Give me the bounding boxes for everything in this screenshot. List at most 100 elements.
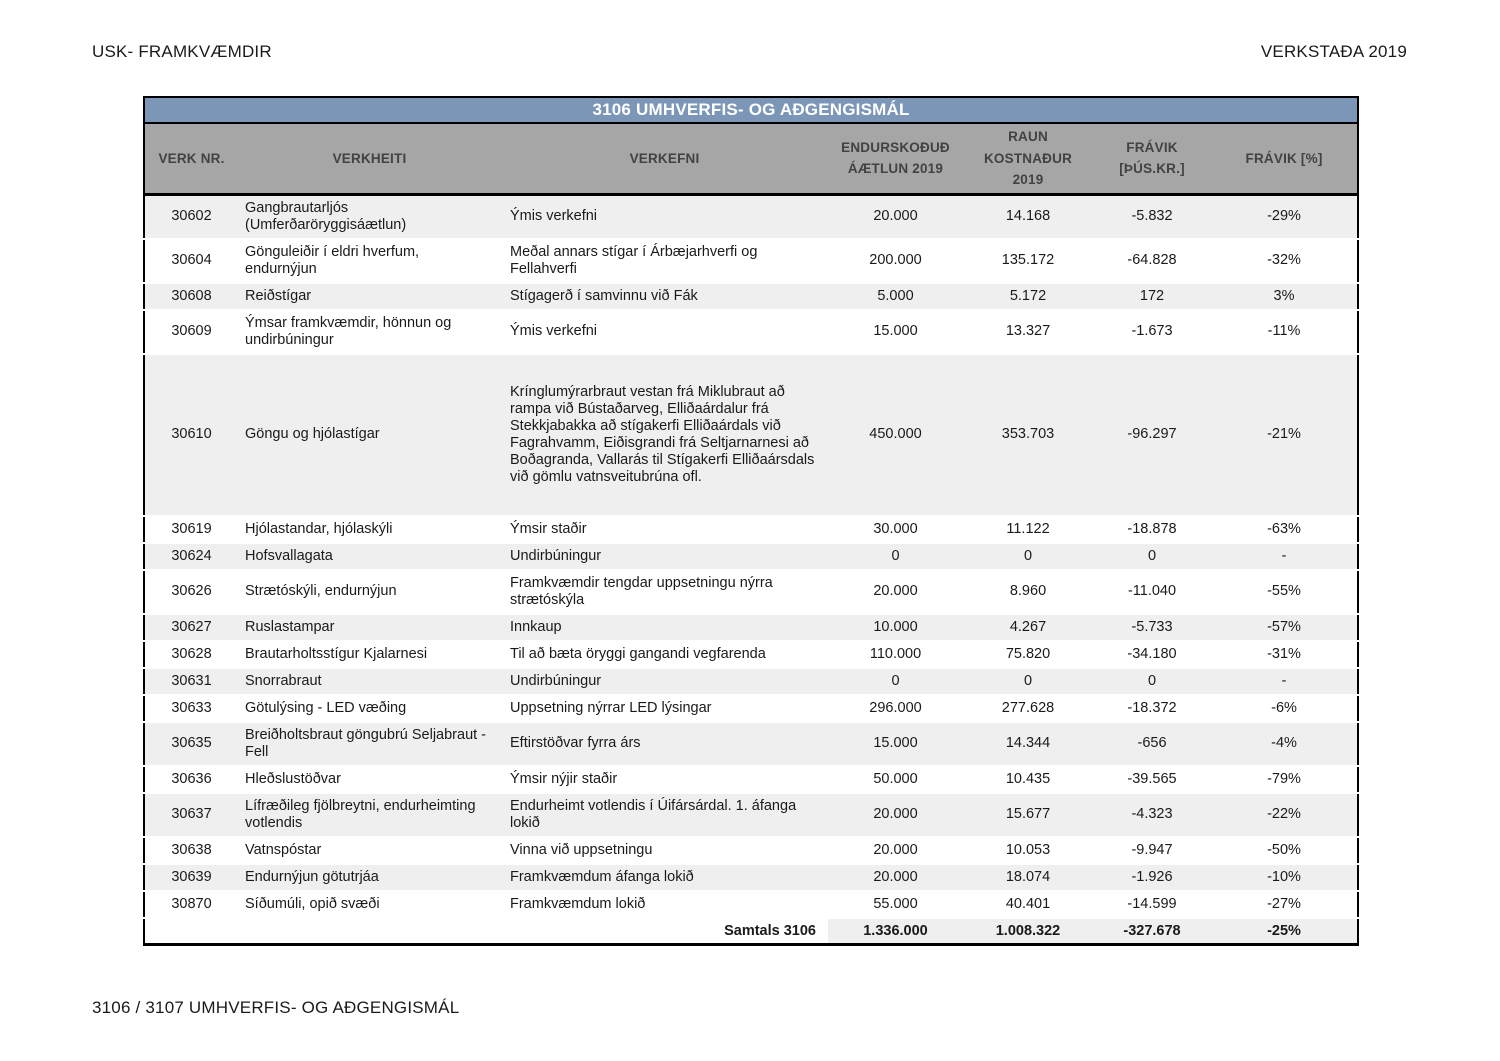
cell-verk-nr: 30626: [144, 569, 238, 615]
col-header-verkheiti: VERKHEITI: [238, 123, 501, 196]
cell-verk-nr: 30635: [144, 721, 238, 767]
table-row: 30635 Breiðholtsbraut göngubrú Seljabraut…: [144, 721, 1359, 767]
col-header-verk-nr: VERK NR.: [144, 123, 238, 196]
cell-aetlun: 55.000: [828, 890, 963, 919]
cell-raun-kostnadur: 0: [963, 667, 1093, 696]
cell-verkheiti: Gangbrautarljós (Umferðaröryggisáætlun): [238, 194, 501, 240]
cell-fravik-kr: -39.565: [1093, 765, 1211, 794]
cell-fravik-pct: -79%: [1211, 765, 1359, 794]
cell-verkheiti: Vatnspóstar: [238, 836, 501, 865]
table-title-row: 3106 UMHVERFIS- OG AÐGENGISMÁL: [144, 97, 1359, 124]
cell-verkheiti: Brautarholtsstígur Kjalarnesi: [238, 640, 501, 669]
cell-fravik-pct: -57%: [1211, 613, 1359, 642]
col-header-verkefni: VERKEFNI: [501, 123, 828, 196]
cell-verkefni: Framkvæmdum lokið: [501, 890, 828, 919]
cell-verk-nr: 30610: [144, 353, 238, 517]
cell-fravik-pct: 3%: [1211, 282, 1359, 311]
cell-verkheiti: Hofsvallagata: [238, 542, 501, 571]
cell-fravik-pct: -50%: [1211, 836, 1359, 865]
cell-raun-kostnadur: 353.703: [963, 353, 1093, 517]
cell-aetlun: 20.000: [828, 194, 963, 240]
cell-raun-kostnadur: 13.327: [963, 309, 1093, 355]
cell-fravik-kr: -18.372: [1093, 694, 1211, 723]
col-header-fravik-pct: FRÁVIK [%]: [1211, 123, 1359, 196]
cell-fravik-kr: -5.733: [1093, 613, 1211, 642]
cell-fravik-pct: -: [1211, 667, 1359, 696]
cell-verk-nr: 30639: [144, 863, 238, 892]
cell-verkefni: Undirbúningur: [501, 542, 828, 571]
cell-fravik-pct: -63%: [1211, 515, 1359, 544]
column-header-row: VERK NR. VERKHEITI VERKEFNI ENDURSKOÐUÐ …: [144, 123, 1359, 196]
cell-raun-kostnadur: 135.172: [963, 238, 1093, 284]
cell-verkefni: Stígagerð í samvinnu við Fák: [501, 282, 828, 311]
table-row: 30638 Vatnspóstar Vinna við uppsetningu 20.…: [144, 836, 1359, 865]
table-row: 30624 Hofsvallagata Undirbúningur 0 0 0-: [144, 542, 1359, 571]
cell-verkefni: Vinna við uppsetningu: [501, 836, 828, 865]
cell-verkheiti: Gönguleiðir í eldri hverfum, endurnýjun: [238, 238, 501, 284]
totals-fravik-kr: -327.678: [1093, 916, 1211, 945]
cell-verk-nr: 30609: [144, 309, 238, 355]
table-row: 30627 Ruslastampar Innkaup 10.000 4.267 -5.73…: [144, 613, 1359, 642]
cell-verkheiti: Reiðstígar: [238, 282, 501, 311]
cell-aetlun: 20.000: [828, 792, 963, 838]
table-row: 30609 Ýmsar framkvæmdir, hönnun og undirb…: [144, 309, 1359, 355]
cell-verkefni: Undirbúningur: [501, 667, 828, 696]
cell-verkefni: Til að bæta öryggi gangandi vegfarenda: [501, 640, 828, 669]
cell-fravik-pct: -11%: [1211, 309, 1359, 355]
cell-verkheiti: Síðumúli, opið svæði: [238, 890, 501, 919]
cell-fravik-kr: -64.828: [1093, 238, 1211, 284]
cell-raun-kostnadur: 15.677: [963, 792, 1093, 838]
cell-fravik-kr: 172: [1093, 282, 1211, 311]
col-header-aetlun: ENDURSKOÐUÐ ÁÆTLUN 2019: [828, 123, 963, 196]
cell-fravik-pct: -21%: [1211, 353, 1359, 517]
cell-fravik-kr: 0: [1093, 667, 1211, 696]
cell-raun-kostnadur: 10.435: [963, 765, 1093, 794]
cell-verkheiti: Endurnýjun götutrjáa: [238, 863, 501, 892]
totals-raun-kostnadur: 1.008.322: [963, 916, 1093, 945]
table-row: 30637 Lífræðileg fjölbreytni, endurheimti…: [144, 792, 1359, 838]
cell-verkheiti: Snorrabraut: [238, 667, 501, 696]
cell-verkefni: Ýmsir staðir: [501, 515, 828, 544]
table-body: 30602 Gangbrautarljós (Umferðaröryggisáæt…: [144, 194, 1359, 919]
cell-verkefni: Ýmsir nýjir staðir: [501, 765, 828, 794]
cell-verk-nr: 30627: [144, 613, 238, 642]
cell-verkheiti: Ýmsar framkvæmdir, hönnun og undirbúning…: [238, 309, 501, 355]
cell-verkefni: Ýmis verkefni: [501, 194, 828, 240]
table-row: 30636 Hleðslustöðvar Ýmsir nýjir staðir 50.…: [144, 765, 1359, 794]
cell-verkheiti: Götulýsing - LED væðing: [238, 694, 501, 723]
cell-verk-nr: 30604: [144, 238, 238, 284]
cell-verk-nr: 30637: [144, 792, 238, 838]
cell-aetlun: 15.000: [828, 721, 963, 767]
cell-verkefni: Meðal annars stígar í Árbæjarhverfi og F…: [501, 238, 828, 284]
cell-verkheiti: Göngu og hjólastígar: [238, 353, 501, 517]
cell-verk-nr: 30628: [144, 640, 238, 669]
cell-aetlun: 20.000: [828, 863, 963, 892]
table-row: 30610 Göngu og hjólastígar Krínglumýrarbra…: [144, 353, 1359, 517]
cell-verkheiti: Lífræðileg fjölbreytni, endurheimting vo…: [238, 792, 501, 838]
table-row: 30631 Snorrabraut Undirbúningur 0 0 0-: [144, 667, 1359, 696]
cell-verkefni: Eftirstöðvar fyrra árs: [501, 721, 828, 767]
totals-label: Samtals 3106: [144, 916, 828, 945]
cell-fravik-pct: -55%: [1211, 569, 1359, 615]
cell-fravik-kr: -14.599: [1093, 890, 1211, 919]
cell-aetlun: 200.000: [828, 238, 963, 284]
cell-fravik-kr: 0: [1093, 542, 1211, 571]
cell-fravik-kr: -1.926: [1093, 863, 1211, 892]
cell-fravik-pct: -: [1211, 542, 1359, 571]
cell-aetlun: 20.000: [828, 569, 963, 615]
budget-table: 3106 UMHVERFIS- OG AÐGENGISMÁL VERK NR. …: [143, 96, 1360, 946]
cell-raun-kostnadur: 10.053: [963, 836, 1093, 865]
cell-aetlun: 296.000: [828, 694, 963, 723]
header-left-title: USK- FRAMKVÆMDIR: [92, 42, 272, 61]
table-title: 3106 UMHVERFIS- OG AÐGENGISMÁL: [144, 97, 1359, 124]
cell-aetlun: 0: [828, 542, 963, 571]
cell-aetlun: 50.000: [828, 765, 963, 794]
cell-raun-kostnadur: 5.172: [963, 282, 1093, 311]
totals-aetlun: 1.336.000: [828, 916, 963, 945]
cell-verk-nr: 30631: [144, 667, 238, 696]
cell-verkefni: Innkaup: [501, 613, 828, 642]
cell-fravik-pct: -27%: [1211, 890, 1359, 919]
table-row: 30619 Hjólastandar, hjólaskýli Ýmsir staði…: [144, 515, 1359, 544]
cell-verkefni: Uppsetning nýrrar LED lýsingar: [501, 694, 828, 723]
